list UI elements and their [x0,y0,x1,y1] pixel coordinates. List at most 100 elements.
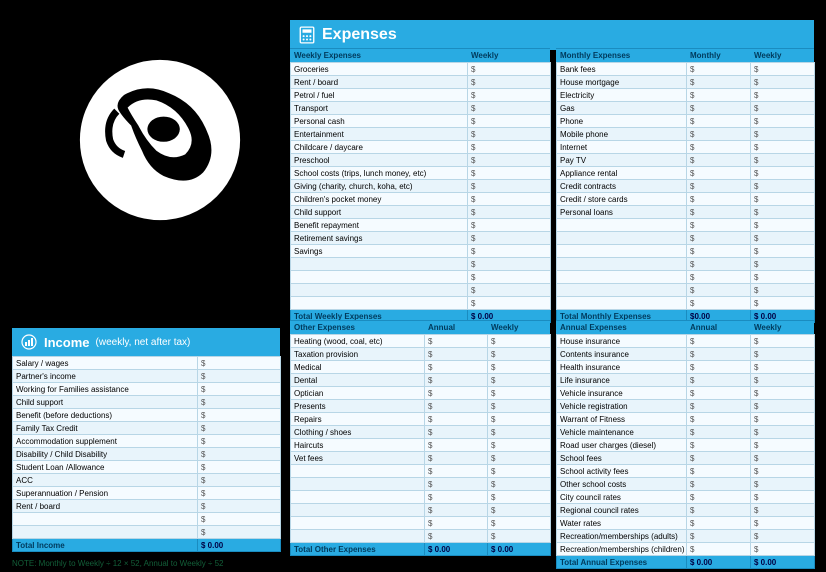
row-value[interactable]: $ [751,89,815,102]
row-value[interactable]: $ [687,465,751,478]
row-value[interactable]: $ [198,461,281,474]
row-value[interactable]: $ [488,348,551,361]
row-value[interactable]: $ [425,374,488,387]
row-value[interactable]: $ [198,383,281,396]
row-value[interactable]: $ [425,491,488,504]
row-value[interactable]: $ [751,387,815,400]
row-value[interactable]: $ [687,154,751,167]
row-value[interactable]: $ [687,348,751,361]
row-value[interactable]: $ [198,396,281,409]
row-value[interactable]: $ [468,232,551,245]
row-value[interactable]: $ [751,258,815,271]
row-value[interactable]: $ [751,128,815,141]
row-value[interactable]: $ [687,426,751,439]
row-value[interactable]: $ [687,491,751,504]
row-value[interactable]: $ [687,413,751,426]
row-value[interactable]: $ [687,115,751,128]
row-value[interactable]: $ [687,245,751,258]
row-value[interactable]: $ [198,370,281,383]
row-value[interactable]: $ [488,335,551,348]
row-value[interactable]: $ [751,530,815,543]
row-value[interactable]: $ [687,543,751,556]
row-value[interactable]: $ [425,361,488,374]
row-value[interactable]: $ [751,491,815,504]
row-value[interactable]: $ [425,387,488,400]
row-value[interactable]: $ [687,335,751,348]
row-value[interactable]: $ [751,115,815,128]
row-value[interactable]: $ [751,154,815,167]
row-value[interactable]: $ [687,439,751,452]
row-value[interactable]: $ [468,258,551,271]
row-value[interactable]: $ [751,413,815,426]
row-value[interactable]: $ [198,474,281,487]
row-value[interactable]: $ [751,245,815,258]
row-value[interactable]: $ [425,517,488,530]
row-value[interactable]: $ [687,284,751,297]
row-value[interactable]: $ [468,180,551,193]
row-value[interactable]: $ [751,426,815,439]
row-value[interactable]: $ [198,435,281,448]
row-value[interactable]: $ [488,478,551,491]
row-value[interactable]: $ [687,141,751,154]
row-value[interactable]: $ [468,297,551,310]
row-value[interactable]: $ [468,89,551,102]
row-value[interactable]: $ [198,422,281,435]
row-value[interactable]: $ [468,102,551,115]
row-value[interactable]: $ [488,374,551,387]
row-value[interactable]: $ [751,232,815,245]
row-value[interactable]: $ [751,517,815,530]
row-value[interactable]: $ [198,500,281,513]
row-value[interactable]: $ [687,180,751,193]
row-value[interactable]: $ [425,452,488,465]
row-value[interactable]: $ [198,526,281,539]
row-value[interactable]: $ [687,128,751,141]
row-value[interactable]: $ [198,409,281,422]
row-value[interactable]: $ [751,465,815,478]
row-value[interactable]: $ [751,193,815,206]
row-value[interactable]: $ [468,63,551,76]
row-value[interactable]: $ [468,128,551,141]
row-value[interactable]: $ [425,335,488,348]
row-value[interactable]: $ [687,374,751,387]
row-value[interactable]: $ [751,543,815,556]
row-value[interactable]: $ [751,504,815,517]
row-value[interactable]: $ [751,439,815,452]
row-value[interactable]: $ [687,63,751,76]
row-value[interactable]: $ [198,448,281,461]
row-value[interactable]: $ [425,439,488,452]
row-value[interactable]: $ [687,219,751,232]
row-value[interactable]: $ [198,357,281,370]
row-value[interactable]: $ [468,284,551,297]
row-value[interactable]: $ [488,387,551,400]
row-value[interactable]: $ [687,167,751,180]
row-value[interactable]: $ [198,513,281,526]
row-value[interactable]: $ [468,219,551,232]
row-value[interactable]: $ [488,426,551,439]
row-value[interactable]: $ [751,167,815,180]
row-value[interactable]: $ [425,478,488,491]
row-value[interactable]: $ [425,530,488,543]
row-value[interactable]: $ [751,141,815,154]
row-value[interactable]: $ [425,465,488,478]
row-value[interactable]: $ [751,348,815,361]
row-value[interactable]: $ [425,504,488,517]
row-value[interactable]: $ [687,76,751,89]
row-value[interactable]: $ [488,452,551,465]
row-value[interactable]: $ [468,141,551,154]
row-value[interactable]: $ [687,206,751,219]
row-value[interactable]: $ [425,348,488,361]
row-value[interactable]: $ [488,491,551,504]
row-value[interactable]: $ [687,193,751,206]
row-value[interactable]: $ [751,180,815,193]
row-value[interactable]: $ [687,271,751,284]
row-value[interactable]: $ [687,297,751,310]
row-value[interactable]: $ [425,426,488,439]
row-value[interactable]: $ [751,452,815,465]
row-value[interactable]: $ [751,63,815,76]
row-value[interactable]: $ [751,76,815,89]
row-value[interactable]: $ [751,335,815,348]
row-value[interactable]: $ [687,387,751,400]
row-value[interactable]: $ [687,232,751,245]
row-value[interactable]: $ [468,245,551,258]
row-value[interactable]: $ [687,504,751,517]
